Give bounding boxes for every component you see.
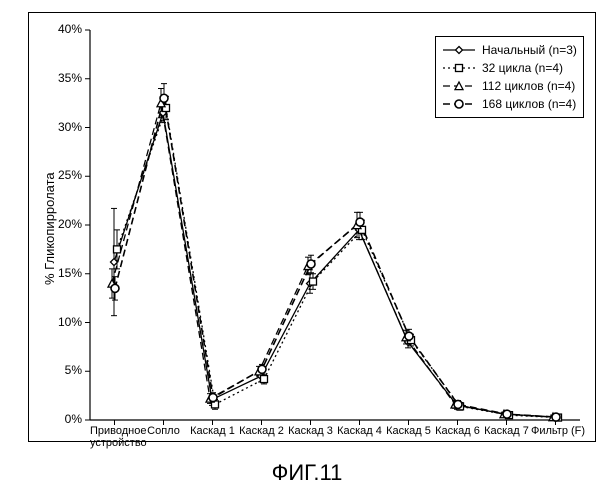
legend-label: 112 циклов (n=4) bbox=[482, 79, 575, 93]
legend: Начальный (n=3) 32 цикла (n=4) 112 циклов … bbox=[435, 36, 584, 118]
series-line bbox=[114, 113, 555, 417]
series-marker bbox=[454, 400, 462, 408]
legend-label: 32 цикла (n=4) bbox=[482, 61, 563, 75]
figure-caption: ФИГ.11 bbox=[0, 460, 614, 486]
series-marker bbox=[261, 376, 268, 383]
series-line bbox=[115, 98, 556, 417]
legend-swatch bbox=[442, 97, 476, 111]
series-marker bbox=[160, 94, 168, 102]
legend-item: 32 цикла (n=4) bbox=[442, 59, 577, 77]
figure-container: % Гликопирролата 0%5%10%15%20%25%30%35%4… bbox=[0, 0, 614, 500]
series-marker bbox=[111, 284, 119, 292]
series-marker bbox=[111, 259, 118, 266]
legend-swatch bbox=[442, 43, 476, 57]
series-marker bbox=[258, 365, 266, 373]
legend-swatch bbox=[442, 61, 476, 75]
series-marker bbox=[552, 413, 560, 421]
legend-item: 112 циклов (n=4) bbox=[442, 77, 577, 95]
series-line bbox=[112, 103, 553, 417]
series-marker bbox=[209, 394, 217, 402]
legend-item: 168 циклов (n=4) bbox=[442, 95, 577, 113]
series-marker bbox=[310, 278, 317, 285]
series-marker bbox=[405, 332, 413, 340]
legend-label: 168 циклов (n=4) bbox=[482, 97, 576, 111]
legend-item: Начальный (n=3) bbox=[442, 41, 577, 59]
series-marker bbox=[503, 410, 511, 418]
series-marker bbox=[114, 246, 121, 253]
legend-label: Начальный (n=3) bbox=[482, 43, 577, 57]
legend-swatch bbox=[442, 79, 476, 93]
series-marker bbox=[307, 260, 315, 268]
series-line bbox=[117, 108, 558, 418]
series-marker bbox=[356, 218, 364, 226]
